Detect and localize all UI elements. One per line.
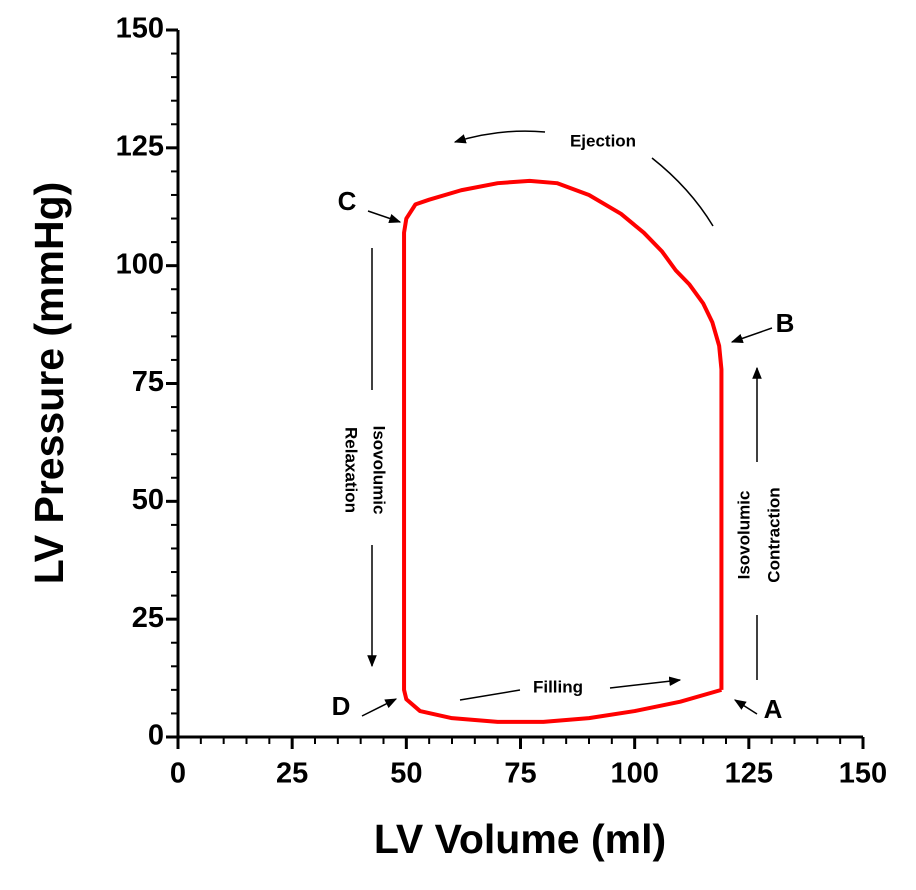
pv-loop <box>402 178 724 724</box>
annotation: C <box>338 186 357 216</box>
annotation: Isovolumic <box>370 426 389 515</box>
annotation-arrows <box>361 130 773 717</box>
annotation: Filling <box>533 677 583 696</box>
y-tick-label: 25 <box>132 602 164 634</box>
x-tick-label: 75 <box>504 758 536 790</box>
y-axis-title: LV Pressure (mmHg) <box>26 182 72 585</box>
x-tick-label: 125 <box>725 758 773 790</box>
y-tick-label: 0 <box>148 720 164 752</box>
x-axis-title: LV Volume (ml) <box>374 816 666 862</box>
x-tick-label: 0 <box>170 758 186 790</box>
annotation: B <box>776 308 795 338</box>
y-tick-label: 75 <box>132 366 164 398</box>
annotation: D <box>332 691 351 721</box>
x-tick-label: 25 <box>276 758 308 790</box>
annotation: Contraction <box>764 487 783 582</box>
x-tick-label: 100 <box>610 758 658 790</box>
y-tick-label: 100 <box>116 248 164 280</box>
annotation: Isovolumic <box>734 491 753 580</box>
y-tick-label: 50 <box>132 484 164 516</box>
y-tick-label: 150 <box>116 13 164 45</box>
y-tick-label: 125 <box>116 130 164 162</box>
annotation: Ejection <box>570 131 636 150</box>
x-tick-label: 150 <box>839 758 887 790</box>
annotation: A <box>764 694 783 724</box>
annotation: Relaxation <box>342 427 361 513</box>
x-tick-label: 50 <box>390 758 422 790</box>
